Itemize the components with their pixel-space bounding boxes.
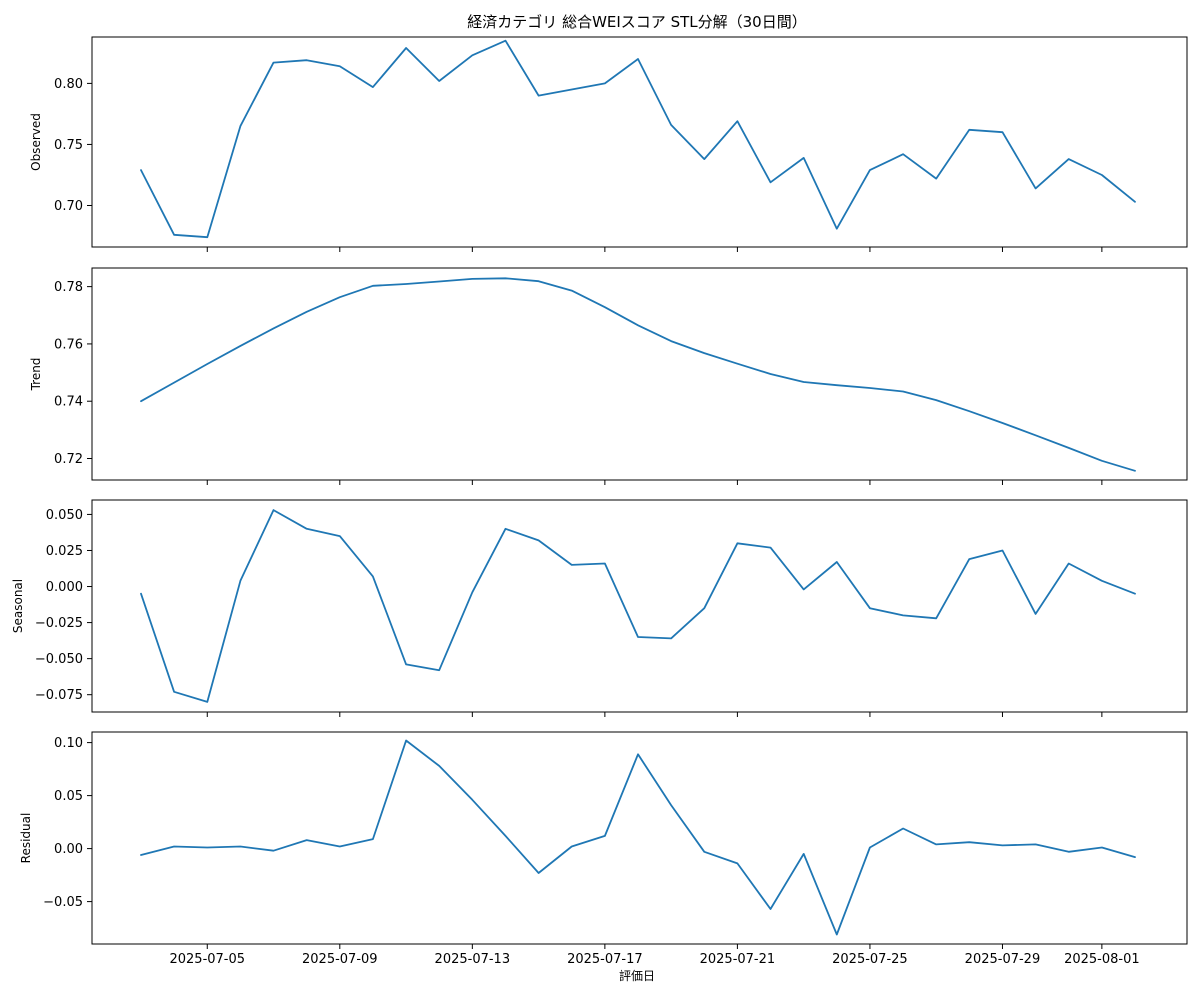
- panel-trend: 0.72 0.74 0.76 0.78 Trend: [29, 267, 1188, 485]
- y-tick-label: −0.050: [35, 652, 83, 667]
- y-axis-label: Residual: [19, 813, 33, 864]
- y-tick-label: 0.00: [54, 842, 83, 857]
- y-axis-label: Seasonal: [11, 579, 25, 633]
- panel-seasonal: −0.075 −0.050 −0.025 0.000 0.025 0.050 Seasona…: [11, 499, 1188, 717]
- y-tick-label: 0.72: [54, 452, 83, 467]
- y-tick-label: 0.80: [54, 77, 83, 92]
- y-tick-label: 0.000: [46, 580, 83, 595]
- panels-layer: 0.70 0.75 0.80 Observed 0.72 0.74 0.76 0.78 Tren…: [11, 36, 1188, 967]
- panel-frame: [91, 499, 1188, 713]
- x-axis-label: 評価日: [619, 968, 655, 983]
- y-tick-label: 0.76: [54, 337, 83, 352]
- y-tick-label: 0.74: [54, 395, 83, 410]
- series-line-trend: [140, 277, 1136, 472]
- series-line-observed: [140, 39, 1136, 239]
- x-tick-label: 2025-07-17: [567, 952, 643, 967]
- panel-residual: −0.05 0.00 0.05 0.10 2025-07-05 2025-07-09 202…: [19, 731, 1188, 967]
- panel-frame: [91, 267, 1188, 481]
- y-tick-label: 0.70: [54, 199, 83, 214]
- x-tick-label: 2025-07-29: [965, 952, 1041, 967]
- y-tick-label: 0.050: [46, 508, 83, 523]
- series-line-residual: [140, 739, 1136, 936]
- x-tick-label: 2025-07-13: [435, 952, 511, 967]
- y-axis-label: Observed: [29, 113, 43, 171]
- y-axis-label: Trend: [29, 358, 43, 392]
- y-tick-label: 0.05: [54, 789, 83, 804]
- y-tick-label: −0.075: [35, 688, 83, 703]
- x-tick-label: 2025-07-05: [169, 952, 245, 967]
- y-tick-label: 0.78: [54, 280, 83, 295]
- y-tick-label: −0.025: [35, 616, 83, 631]
- chart-title: 経済カテゴリ 総合WEIスコア STL分解（30日間）: [467, 13, 806, 31]
- x-tick-label: 2025-07-09: [302, 952, 378, 967]
- series-line-seasonal: [140, 509, 1136, 703]
- x-tick-label: 2025-08-01: [1064, 952, 1140, 967]
- x-tick-label: 2025-07-21: [700, 952, 776, 967]
- panel-frame: [91, 731, 1188, 945]
- y-tick-label: 0.75: [54, 138, 83, 153]
- panel-observed: 0.70 0.75 0.80 Observed: [29, 36, 1188, 252]
- y-tick-label: 0.10: [54, 736, 83, 751]
- y-tick-label: −0.05: [43, 895, 83, 910]
- panel-frame: [91, 36, 1188, 248]
- y-tick-label: 0.025: [46, 544, 83, 559]
- x-tick-label: 2025-07-25: [832, 952, 908, 967]
